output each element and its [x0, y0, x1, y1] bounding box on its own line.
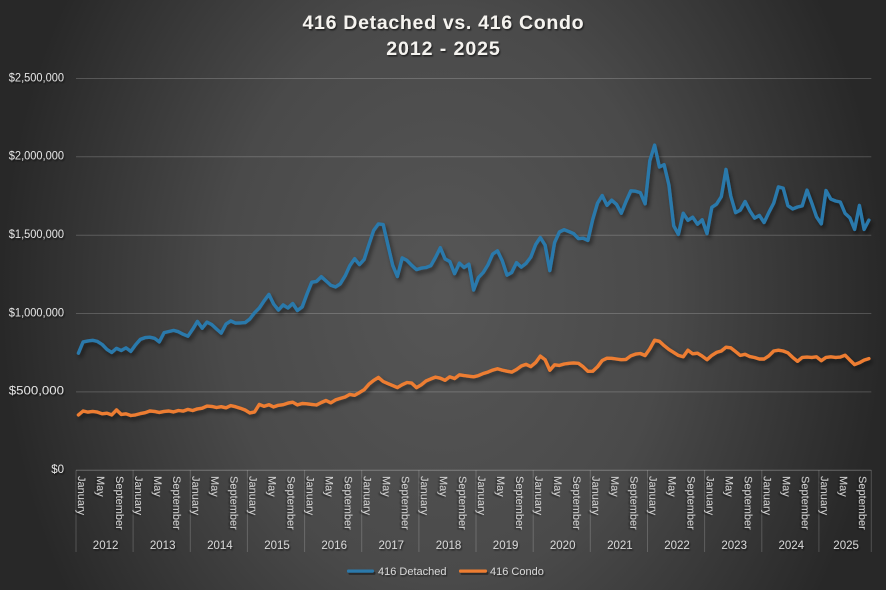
- svg-text:September: September: [342, 476, 354, 530]
- svg-text:2014: 2014: [207, 540, 233, 552]
- svg-text:September: September: [684, 476, 696, 530]
- svg-text:416 Detached: 416 Detached: [378, 566, 447, 578]
- svg-text:2015: 2015: [264, 540, 290, 552]
- svg-text:September: September: [627, 476, 639, 530]
- svg-text:416 Condo: 416 Condo: [490, 566, 544, 578]
- svg-text:2019: 2019: [493, 540, 519, 552]
- svg-text:September: September: [284, 476, 296, 530]
- svg-text:January: January: [304, 476, 316, 516]
- svg-text:September: September: [170, 476, 182, 530]
- svg-text:January: January: [132, 476, 144, 516]
- svg-text:$0: $0: [51, 464, 64, 476]
- svg-text:2012 - 2025: 2012 - 2025: [386, 38, 500, 60]
- svg-text:May: May: [780, 476, 792, 497]
- svg-text:September: September: [570, 476, 582, 530]
- svg-text:January: January: [475, 476, 487, 516]
- svg-text:May: May: [551, 476, 563, 497]
- svg-text:January: January: [361, 476, 373, 516]
- svg-text:May: May: [265, 476, 277, 497]
- svg-text:May: May: [608, 476, 620, 497]
- svg-text:September: September: [227, 476, 239, 530]
- svg-text:January: January: [646, 476, 658, 516]
- svg-text:May: May: [151, 476, 163, 497]
- svg-text:May: May: [323, 476, 335, 497]
- svg-text:May: May: [208, 476, 220, 497]
- svg-text:September: September: [399, 476, 411, 530]
- svg-text:September: September: [513, 476, 525, 530]
- svg-text:September: September: [456, 476, 468, 530]
- svg-text:May: May: [665, 476, 677, 497]
- svg-text:$1,000,000: $1,000,000: [9, 307, 64, 319]
- svg-text:January: January: [532, 476, 544, 516]
- svg-text:January: January: [818, 476, 830, 516]
- svg-text:416 Detached vs. 416 Condo: 416 Detached vs. 416 Condo: [303, 12, 584, 34]
- svg-text:2012: 2012: [93, 540, 119, 552]
- svg-text:May: May: [94, 476, 106, 497]
- svg-text:2023: 2023: [721, 540, 747, 552]
- svg-text:September: September: [742, 476, 754, 530]
- svg-text:2016: 2016: [321, 540, 347, 552]
- svg-text:$2,000,000: $2,000,000: [9, 151, 64, 163]
- svg-text:January: January: [418, 476, 430, 516]
- svg-text:January: January: [189, 476, 201, 516]
- svg-text:September: September: [799, 476, 811, 530]
- svg-text:September: September: [856, 476, 868, 530]
- svg-text:$2,500,000: $2,500,000: [9, 72, 64, 84]
- svg-text:May: May: [723, 476, 735, 497]
- svg-text:2020: 2020: [550, 540, 576, 552]
- svg-text:2018: 2018: [436, 540, 462, 552]
- svg-text:2021: 2021: [607, 540, 633, 552]
- svg-text:2013: 2013: [150, 540, 176, 552]
- svg-text:$500,000: $500,000: [9, 386, 64, 398]
- svg-text:January: January: [246, 476, 258, 516]
- svg-text:May: May: [380, 476, 392, 497]
- svg-text:January: January: [75, 476, 87, 516]
- svg-text:$1,500,000: $1,500,000: [9, 229, 64, 241]
- svg-text:January: January: [761, 476, 773, 516]
- svg-text:May: May: [437, 476, 449, 497]
- svg-text:January: January: [589, 476, 601, 516]
- svg-text:2022: 2022: [664, 540, 690, 552]
- svg-text:May: May: [837, 476, 849, 497]
- svg-text:2017: 2017: [379, 540, 405, 552]
- svg-text:2025: 2025: [833, 540, 859, 552]
- svg-text:January: January: [704, 476, 716, 516]
- svg-text:May: May: [494, 476, 506, 497]
- svg-text:September: September: [113, 476, 125, 530]
- svg-text:2024: 2024: [779, 540, 805, 552]
